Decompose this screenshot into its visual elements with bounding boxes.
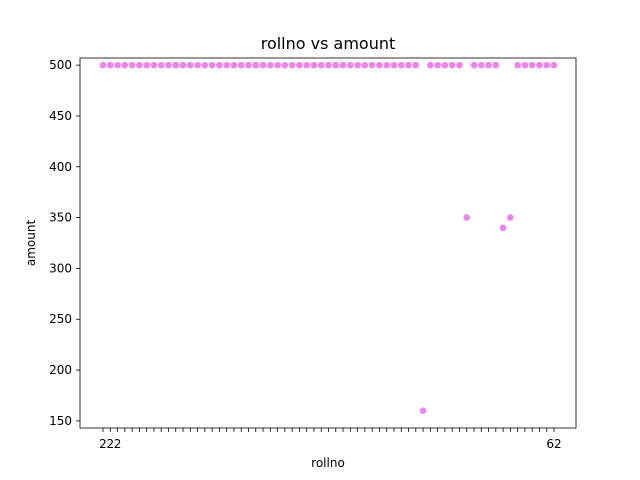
data-point xyxy=(273,61,282,70)
y-tick-label: 200 xyxy=(49,363,72,377)
x-tick-label: 2 xyxy=(114,437,122,451)
data-point xyxy=(353,61,362,70)
data-point xyxy=(295,61,304,70)
data-point xyxy=(106,61,115,70)
data-point xyxy=(404,61,413,70)
data-point xyxy=(193,61,202,70)
data-point xyxy=(397,61,406,70)
data-point xyxy=(99,61,107,70)
y-tick-label: 500 xyxy=(49,58,72,72)
data-point xyxy=(215,61,224,70)
data-point xyxy=(113,61,122,70)
x-tick-label: 62 xyxy=(546,437,561,451)
data-point xyxy=(230,61,238,70)
data-point xyxy=(339,61,347,70)
data-point xyxy=(280,61,289,70)
data-point xyxy=(411,61,420,70)
y-tick-label: 350 xyxy=(49,211,72,225)
data-point xyxy=(135,61,144,70)
y-tick-label: 450 xyxy=(49,109,72,123)
data-point xyxy=(331,61,340,70)
x-tick-label: 2 xyxy=(106,437,114,451)
data-point xyxy=(164,61,173,70)
data-point xyxy=(448,61,457,70)
data-point xyxy=(440,61,449,70)
data-point xyxy=(288,61,297,70)
data-point xyxy=(237,61,246,70)
data-point xyxy=(419,406,427,415)
data-point xyxy=(382,61,391,70)
data-point xyxy=(171,61,180,70)
data-point xyxy=(455,61,464,70)
data-point xyxy=(390,61,398,70)
data-point xyxy=(266,61,275,70)
data-point xyxy=(535,61,544,70)
data-point xyxy=(251,61,260,70)
data-point xyxy=(550,61,558,70)
data-point xyxy=(120,61,129,70)
x-tick-label: 2 xyxy=(99,437,107,451)
data-point xyxy=(470,61,478,70)
data-point xyxy=(368,61,377,70)
data-point xyxy=(491,61,500,70)
data-point xyxy=(462,213,471,222)
chart-title: rollno vs amount xyxy=(261,34,396,53)
data-point xyxy=(222,61,231,70)
data-point xyxy=(244,61,253,70)
data-point xyxy=(542,61,551,70)
data-point xyxy=(528,61,537,70)
data-point xyxy=(317,61,326,70)
data-point xyxy=(484,61,493,70)
plot-frame xyxy=(79,57,577,429)
y-tick-label: 400 xyxy=(49,160,72,174)
y-tick-label: 300 xyxy=(49,261,72,275)
y-axis: 150 200 250 300 350 400 450 500 xyxy=(49,58,80,428)
data-point xyxy=(499,223,507,232)
data-point xyxy=(157,61,166,70)
data-point xyxy=(179,61,187,70)
data-point xyxy=(128,61,136,70)
data-points xyxy=(99,61,558,415)
data-point xyxy=(302,61,311,70)
data-point xyxy=(142,61,151,70)
y-axis-label: amount xyxy=(24,220,38,267)
data-point xyxy=(426,61,435,70)
x-axis xyxy=(102,428,555,432)
data-point xyxy=(150,61,158,70)
data-point xyxy=(186,61,195,70)
data-point xyxy=(360,61,369,70)
data-point xyxy=(324,61,333,70)
data-point xyxy=(208,61,217,70)
y-tick-label: 150 xyxy=(49,414,72,428)
data-point xyxy=(521,61,529,70)
y-tick-label: 250 xyxy=(49,312,72,326)
data-point xyxy=(259,61,267,70)
data-point xyxy=(513,61,522,70)
data-point xyxy=(506,213,515,222)
x-axis-label: rollno xyxy=(311,456,345,470)
data-point xyxy=(433,61,442,70)
data-point xyxy=(310,61,318,70)
data-point xyxy=(200,61,209,70)
x-tick-labels: 2 2 2 62 xyxy=(99,437,561,451)
data-point xyxy=(375,61,384,70)
data-point xyxy=(346,61,355,70)
data-point xyxy=(477,61,486,70)
